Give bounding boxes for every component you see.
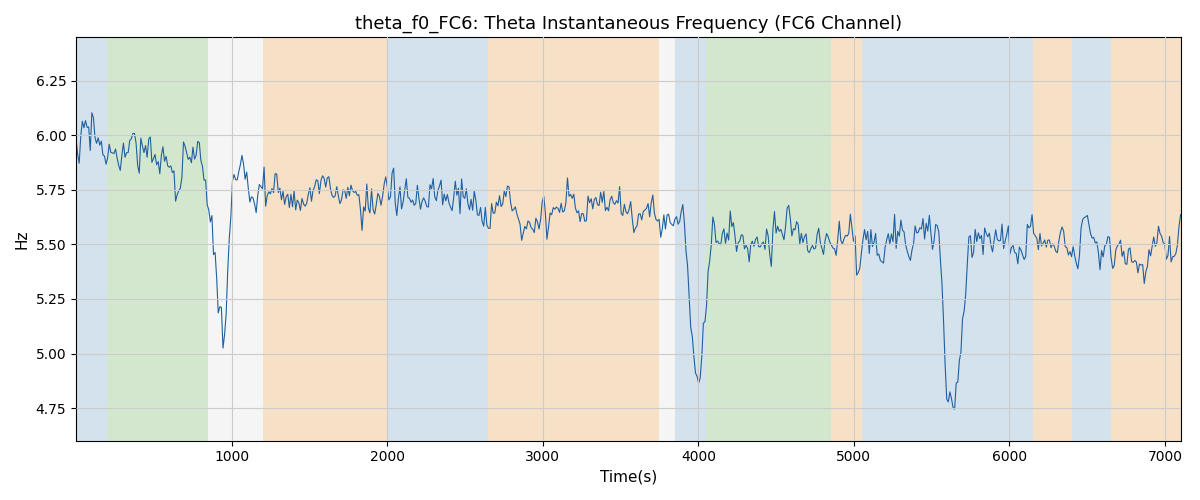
X-axis label: Time(s): Time(s) [600,470,656,485]
Bar [674,38,706,440]
Bar [107,38,209,440]
Bar [488,38,660,440]
Bar [1033,38,1072,440]
Bar [830,38,862,440]
Title: theta_f0_FC6: Theta Instantaneous Frequency (FC6 Channel): theta_f0_FC6: Theta Instantaneous Freque… [355,15,902,34]
Bar [1110,38,1196,440]
Bar [1072,38,1110,440]
Bar [263,38,388,440]
Bar [388,38,488,440]
Bar [706,38,830,440]
Bar [862,38,1033,440]
Y-axis label: Hz: Hz [14,230,30,249]
Bar [76,38,107,440]
